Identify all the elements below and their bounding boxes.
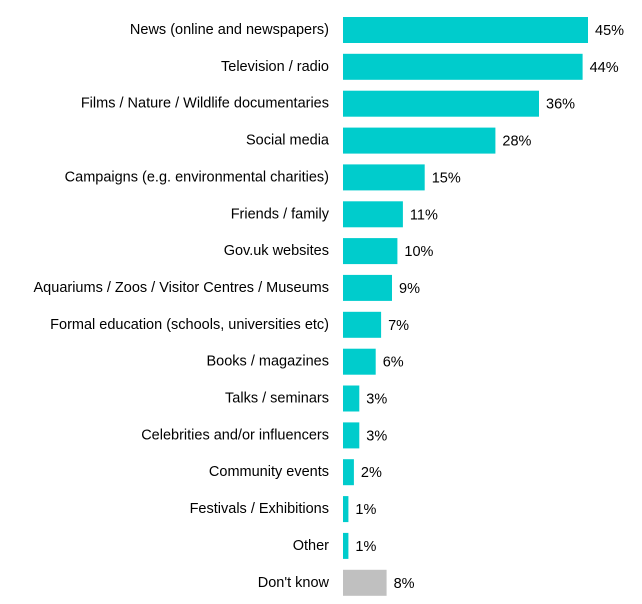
bar-9 bbox=[343, 348, 376, 375]
value-label-9: 6% bbox=[383, 355, 404, 371]
category-label-3: Social media bbox=[246, 133, 330, 149]
category-label-2: Films / Nature / Wildlife documentaries bbox=[81, 96, 329, 112]
value-label-10: 3% bbox=[366, 392, 387, 408]
bar-6 bbox=[343, 238, 398, 265]
value-label-1: 44% bbox=[590, 60, 619, 76]
bar-8 bbox=[343, 311, 382, 338]
category-label-13: Festivals / Exhibitions bbox=[190, 501, 329, 517]
category-label-0: News (online and newspapers) bbox=[130, 22, 329, 38]
value-label-6: 10% bbox=[404, 244, 433, 260]
bar-1 bbox=[343, 53, 583, 80]
category-label-1: Television / radio bbox=[221, 59, 329, 75]
bar-5 bbox=[343, 201, 403, 228]
value-label-15: 8% bbox=[394, 576, 415, 592]
value-label-8: 7% bbox=[388, 318, 409, 334]
bar-7 bbox=[343, 274, 392, 301]
category-label-6: Gov.uk websites bbox=[224, 243, 329, 259]
bar-0 bbox=[343, 17, 588, 43]
value-label-7: 9% bbox=[399, 281, 420, 297]
value-label-3: 28% bbox=[502, 134, 531, 150]
bar-4 bbox=[343, 164, 425, 191]
bar-13 bbox=[343, 496, 349, 523]
bar-12 bbox=[343, 459, 354, 486]
category-label-8: Formal education (schools, universities … bbox=[50, 317, 329, 333]
category-label-4: Campaigns (e.g. environmental charities) bbox=[65, 169, 329, 185]
value-label-4: 15% bbox=[432, 170, 461, 186]
category-labels-group: News (online and newspapers) Television /… bbox=[34, 22, 330, 591]
value-label-11: 3% bbox=[366, 428, 387, 444]
value-labels-group: 45% 44% 36% 28% 15% 11% 10% 9% 7% 6% 3% 3% 2% 1% 1% 8% bbox=[355, 23, 624, 592]
category-label-9: Books / magazines bbox=[206, 354, 329, 370]
category-label-15: Don't know bbox=[258, 575, 330, 591]
bar-11 bbox=[343, 422, 360, 449]
category-label-7: Aquariums / Zoos / Visitor Centres / Mus… bbox=[34, 280, 329, 296]
category-label-11: Celebrities and/or influencers bbox=[141, 427, 329, 443]
value-label-5: 11% bbox=[410, 207, 438, 223]
bar-2 bbox=[343, 90, 539, 117]
value-label-12: 2% bbox=[361, 465, 382, 481]
value-label-14: 1% bbox=[355, 539, 376, 555]
value-label-2: 36% bbox=[546, 97, 575, 113]
category-label-14: Other bbox=[293, 538, 329, 554]
category-label-12: Community events bbox=[209, 464, 329, 480]
bar-3 bbox=[343, 127, 496, 154]
category-label-5: Friends / family bbox=[231, 206, 330, 222]
bars-group bbox=[343, 17, 588, 596]
value-label-13: 1% bbox=[355, 502, 376, 518]
category-label-10: Talks / seminars bbox=[225, 391, 329, 407]
value-label-0: 45% bbox=[595, 23, 624, 39]
bar-10 bbox=[343, 385, 360, 412]
bar-14 bbox=[343, 532, 349, 559]
bar-15 bbox=[343, 569, 387, 596]
